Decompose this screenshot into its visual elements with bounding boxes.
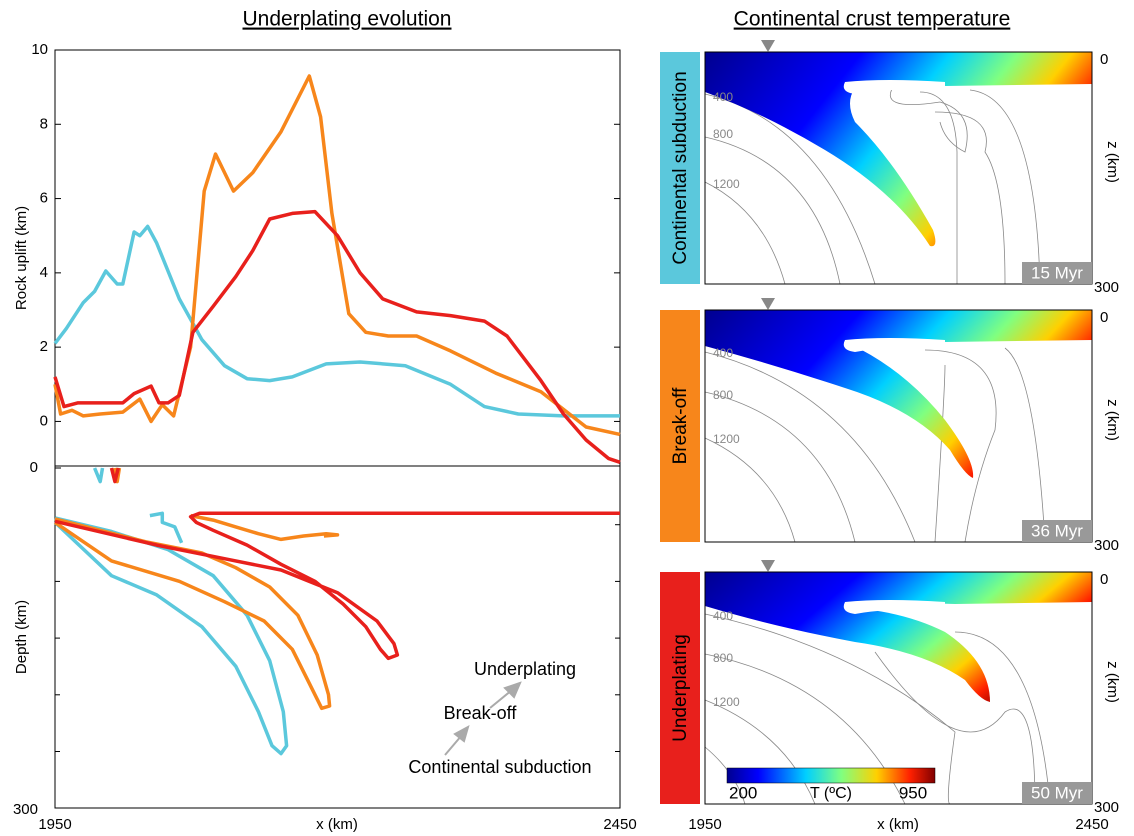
- arrow-head: [503, 681, 522, 699]
- y-tick-label: 0: [40, 412, 48, 429]
- x-axis-label: x (km): [877, 816, 919, 833]
- uplift-line: [53, 209, 621, 464]
- isotherm: [704, 181, 786, 285]
- isotherm: [704, 391, 856, 543]
- panel-frame: [704, 309, 1093, 543]
- x-tick-label: 2450: [1075, 816, 1108, 833]
- colorbar-tick-label: 950: [899, 783, 927, 802]
- temperature-panel: 400 800 1200: [704, 51, 1093, 285]
- isotherm: [934, 111, 1006, 285]
- isotherm: [924, 349, 997, 543]
- arrow: [489, 689, 513, 709]
- trench-marker: [761, 298, 775, 310]
- temperature-field: [705, 572, 1092, 702]
- y-tick-label: 4: [40, 264, 48, 281]
- legend-label: Underplating: [474, 659, 576, 679]
- temperature-field: [705, 52, 1092, 247]
- x-tick-label: 1950: [38, 816, 71, 833]
- isotherm-label: 400: [713, 609, 733, 623]
- time-box: [1022, 520, 1092, 542]
- isotherm-label: 1200: [713, 432, 740, 446]
- slab-outline: [54, 467, 340, 711]
- time-box: [1022, 782, 1092, 804]
- y-tick-label: 8: [40, 115, 48, 132]
- y-tick-label: 0: [1100, 51, 1108, 68]
- y-axis-label: z (km): [1104, 661, 1121, 703]
- isotherm-label: 800: [713, 127, 733, 141]
- colorbar: [726, 767, 936, 784]
- trench-marker: [761, 560, 775, 572]
- y-tick-label: 300: [1094, 799, 1119, 816]
- time-box: [1022, 262, 1092, 284]
- x-tick-label: 2450: [603, 816, 636, 833]
- panel-label-box: [660, 572, 700, 804]
- temperature-field: [705, 310, 1092, 478]
- isotherm: [704, 351, 916, 543]
- time-label: 36 Myr: [1031, 521, 1083, 540]
- y-tick-label: 10: [31, 41, 48, 58]
- annotation-arrows: [444, 681, 522, 756]
- panel-label: Break-off: [670, 387, 691, 464]
- slab-outline: [54, 467, 620, 661]
- uplift-frame: [54, 49, 621, 467]
- isotherm-label: 1200: [713, 695, 740, 709]
- legend-label: Break-off: [444, 703, 518, 723]
- y-axis-label: z (km): [1104, 399, 1121, 441]
- y-tick-label: 300: [13, 801, 38, 818]
- panel-label: Continental subduction: [670, 71, 691, 264]
- isotherm: [919, 91, 958, 284]
- colorbar-label: T (ºC): [810, 785, 852, 802]
- isotherm: [954, 631, 1051, 805]
- time-label: 15 Myr: [1031, 263, 1083, 282]
- crust-notch: [843, 80, 945, 94]
- y-tick-label: 0: [1100, 571, 1108, 588]
- arrow-head: [453, 724, 470, 743]
- panel-label-box: [660, 52, 700, 284]
- isotherm-label: 800: [713, 651, 733, 665]
- panel-label: Underplating: [670, 634, 691, 742]
- colorbar-tick-label: 200: [729, 783, 757, 802]
- isotherm: [1004, 347, 1046, 543]
- isotherm-label: 400: [713, 90, 733, 104]
- x-axis-label: x (km): [316, 816, 358, 833]
- slab-outline: [53, 467, 289, 756]
- panel-frame: [704, 571, 1093, 805]
- depth-frame: [54, 465, 621, 809]
- time-label: 50 Myr: [1031, 783, 1083, 802]
- y-tick-label: 300: [1094, 279, 1119, 296]
- isotherm-label: 1200: [713, 177, 740, 191]
- crust-notch: [843, 600, 945, 614]
- uplift-line: [53, 224, 620, 418]
- isotherm-label: 800: [713, 388, 733, 402]
- y-tick-label: 0: [30, 459, 38, 476]
- isotherm: [704, 136, 841, 285]
- isotherm-label: 400: [713, 346, 733, 360]
- y-tick-label: 300: [1094, 537, 1119, 554]
- isotherm: [969, 89, 1041, 285]
- uplift-line: [53, 74, 621, 437]
- trench-marker: [761, 40, 775, 52]
- y-axis-label: z (km): [1104, 141, 1121, 183]
- y-tick-label: 0: [1100, 309, 1108, 326]
- isotherm: [704, 437, 796, 543]
- right-title: Continental crust temperature: [734, 8, 1011, 31]
- y-tick-label: 6: [40, 190, 48, 207]
- left-title: Underplating evolution: [243, 8, 452, 31]
- isotherm: [704, 699, 816, 805]
- temperature-panel: 400 800 1200: [704, 309, 1093, 543]
- x-tick-label: 1950: [688, 816, 721, 833]
- crust-notch: [843, 338, 945, 352]
- isotherm: [874, 651, 1036, 805]
- legend-label: Continental subduction: [408, 757, 591, 777]
- panel-label-box: [660, 310, 700, 542]
- panel-frame: [704, 51, 1093, 285]
- y-axis-label: Rock uplift (km): [13, 206, 30, 310]
- y-axis-label: Depth (km): [13, 600, 30, 674]
- y-tick-label: 2: [40, 338, 48, 355]
